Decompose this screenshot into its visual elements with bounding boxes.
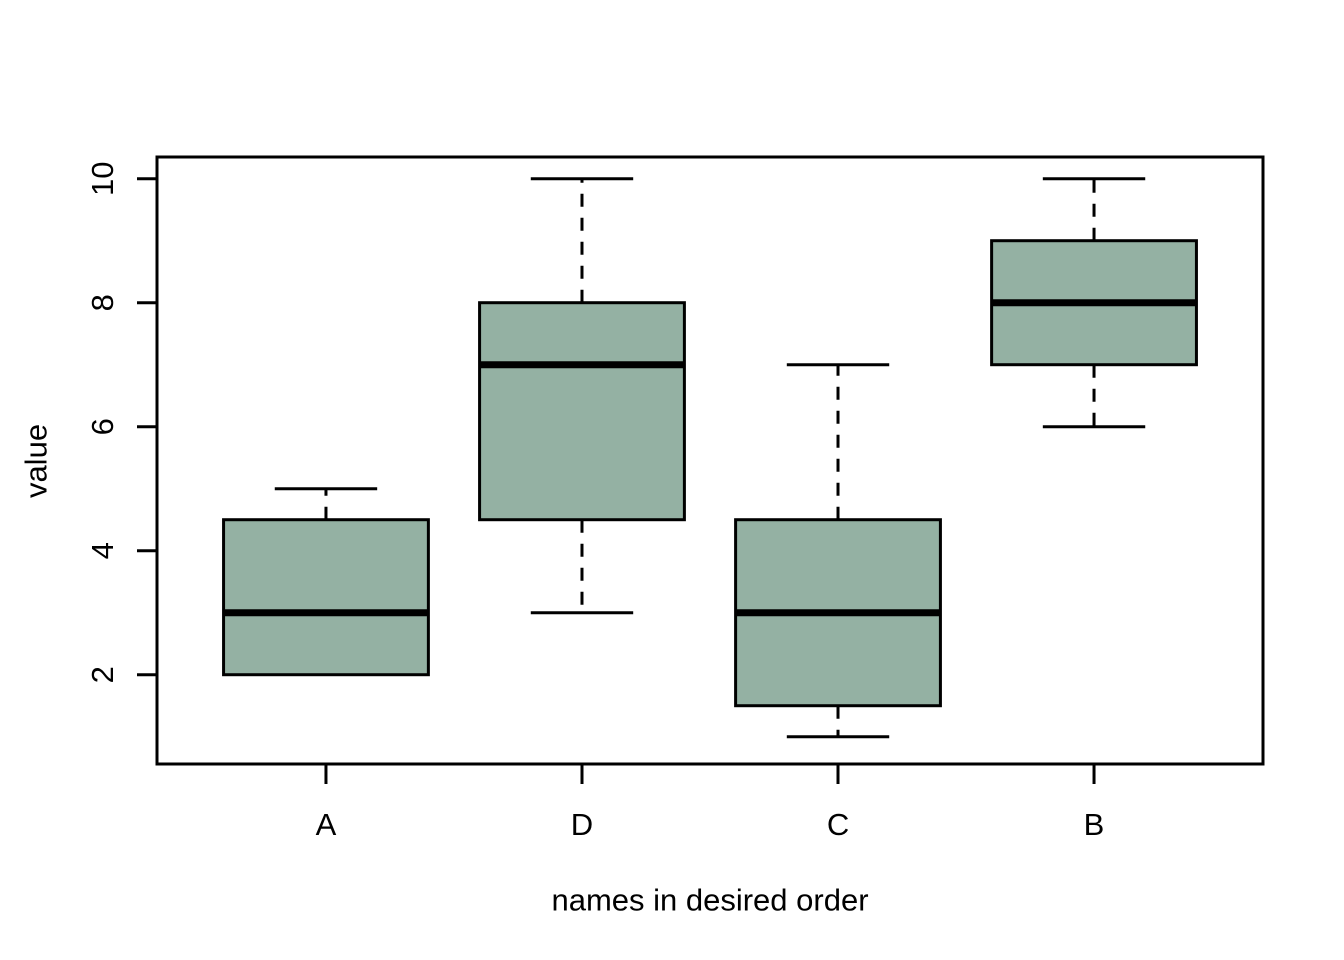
y-tick-label: 6 xyxy=(85,418,120,435)
x-tick-label: D xyxy=(571,807,593,842)
plot-frame xyxy=(155,155,1265,766)
box-rect xyxy=(222,518,430,677)
x-tick-label: B xyxy=(1084,807,1105,842)
x-tick-label: A xyxy=(316,807,337,842)
y-tick-label: 4 xyxy=(85,542,120,559)
y-tick-label: 10 xyxy=(85,161,120,195)
box-rect xyxy=(478,301,686,522)
y-tick-label: 8 xyxy=(85,294,120,311)
y-tick-label: 2 xyxy=(85,666,120,683)
x-tick-label: C xyxy=(827,807,849,842)
y-axis-title: value xyxy=(18,423,54,499)
x-axis-title: names in desired order xyxy=(551,882,869,918)
